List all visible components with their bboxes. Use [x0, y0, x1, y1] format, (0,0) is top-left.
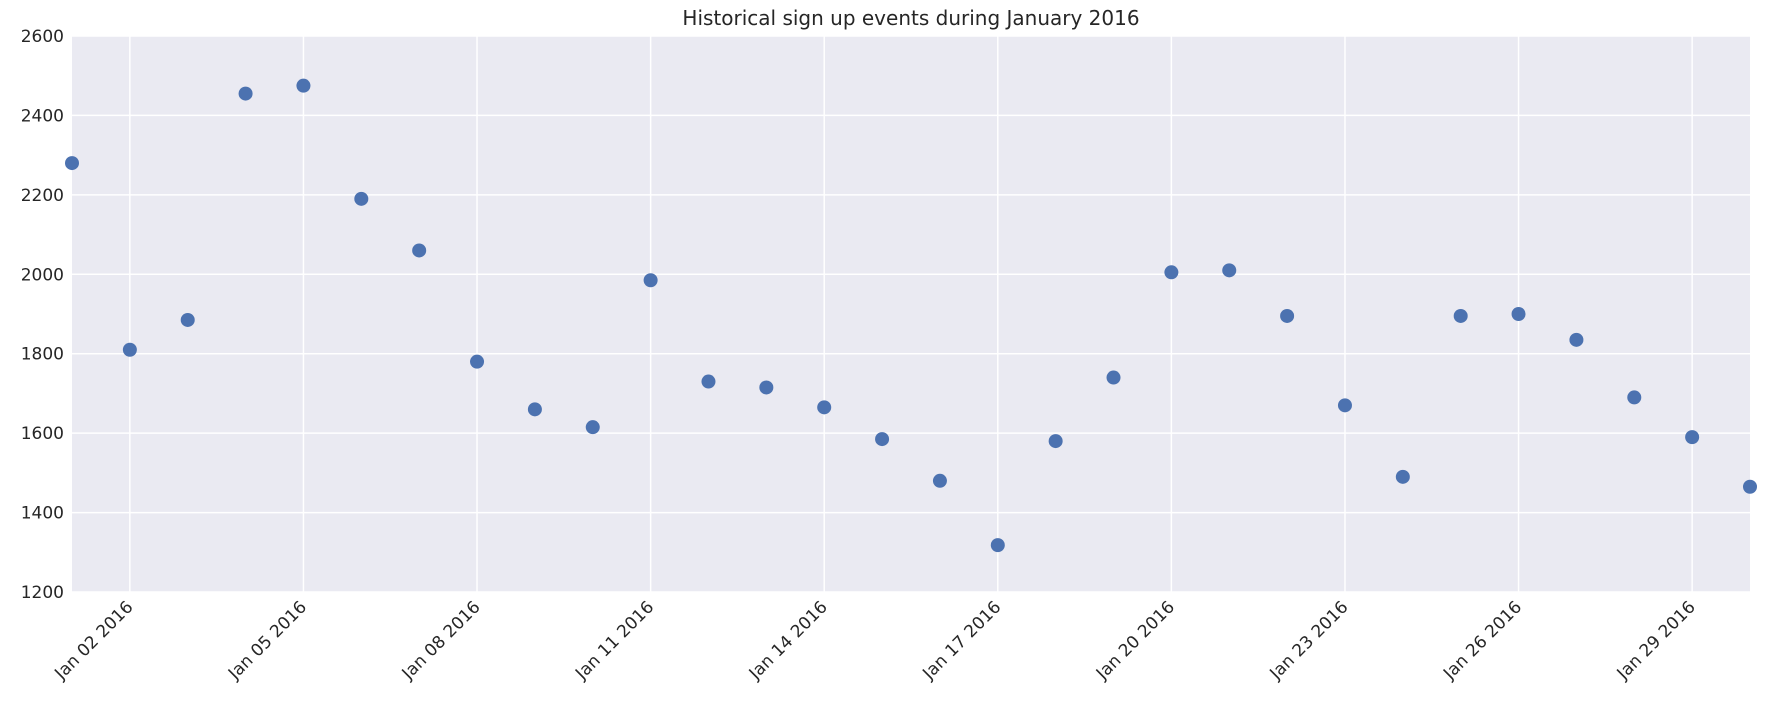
y-tick-label: 2600 — [21, 27, 64, 47]
y-tick-label: 1200 — [21, 583, 64, 603]
y-tick-label: 1400 — [21, 504, 64, 524]
data-point — [932, 473, 947, 488]
data-point — [122, 342, 137, 357]
x-axis-ticks: Jan 02 2016 Jan 05 2016 Jan 08 2016 Jan 11 … — [50, 597, 1699, 684]
data-point — [470, 354, 485, 369]
y-tick-label: 2400 — [21, 106, 64, 126]
data-point — [759, 380, 774, 395]
y-axis-ticks: 1200 1400 1600 1800 2000 2200 2400 2600 — [21, 27, 64, 603]
data-point — [1743, 479, 1757, 494]
data-point — [1280, 308, 1295, 323]
data-point — [1627, 390, 1642, 405]
x-tick-label: Jan 20 2016 — [1092, 597, 1179, 684]
data-point — [875, 432, 890, 447]
data-point — [817, 400, 832, 415]
data-point — [238, 86, 253, 101]
data-point — [412, 243, 427, 258]
x-tick-label: Jan 05 2016 — [224, 597, 311, 684]
data-point — [180, 312, 195, 327]
data-point — [701, 374, 716, 389]
data-point — [1337, 398, 1352, 413]
x-tick-label: Jan 11 2016 — [571, 597, 658, 684]
y-tick-label: 1800 — [21, 345, 64, 365]
data-point — [1569, 332, 1584, 347]
plot-area — [72, 36, 1750, 592]
data-point — [527, 402, 542, 417]
data-point — [1453, 308, 1468, 323]
data-point — [1511, 307, 1526, 321]
data-point — [1395, 469, 1410, 484]
data-point — [1048, 434, 1063, 449]
grid-lines — [72, 35, 1750, 593]
x-tick-label: Jan 29 2016 — [1613, 597, 1700, 684]
x-tick-label: Jan 02 2016 — [50, 597, 137, 684]
data-point — [296, 78, 311, 93]
x-tick-label: Jan 08 2016 — [398, 597, 485, 684]
data-point — [354, 191, 369, 206]
data-point — [1222, 263, 1237, 278]
data-point — [643, 273, 658, 288]
x-tick-label: Jan 26 2016 — [1439, 597, 1526, 684]
data-point — [990, 538, 1005, 553]
x-tick-label: Jan 17 2016 — [918, 597, 1005, 684]
y-tick-label: 1600 — [21, 424, 64, 444]
data-point — [65, 156, 79, 171]
y-tick-label: 2200 — [21, 186, 64, 206]
y-tick-label: 2000 — [21, 265, 64, 285]
x-tick-label: Jan 23 2016 — [1266, 597, 1353, 684]
data-points — [65, 78, 1757, 553]
data-point — [585, 420, 600, 435]
data-point — [1164, 265, 1179, 280]
x-tick-label: Jan 14 2016 — [745, 597, 832, 684]
data-point — [1685, 430, 1700, 445]
data-point — [1106, 370, 1121, 385]
chart-title: Historical sign up events during January… — [682, 6, 1139, 30]
